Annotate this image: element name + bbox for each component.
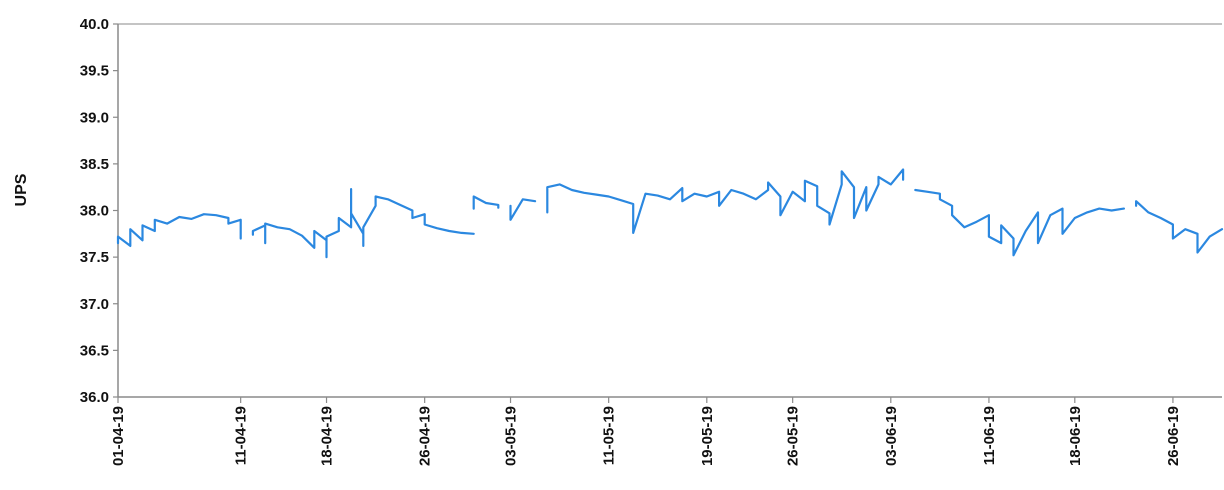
x-tick-label: 26-06-19 bbox=[1165, 406, 1182, 466]
x-tick-label: 11-06-19 bbox=[981, 406, 998, 465]
x-axis-ticks: 01-04-19 11-04-19 18-04-19 26-04-19 03-05-19… bbox=[110, 397, 1182, 466]
x-tick-label: 03-05-19 bbox=[503, 406, 520, 466]
y-tick-label: 36.0 bbox=[80, 389, 109, 406]
series-line-segment bbox=[251, 188, 475, 259]
x-tick-label: 19-05-19 bbox=[699, 406, 716, 466]
y-tick-label: 37.0 bbox=[80, 296, 109, 313]
x-tick-label: 11-05-19 bbox=[601, 406, 618, 465]
y-tick-label: 36.5 bbox=[80, 342, 109, 359]
x-tick-label: 18-06-19 bbox=[1067, 406, 1084, 466]
x-tick-label: 26-04-19 bbox=[417, 406, 434, 466]
series-line-segment bbox=[472, 195, 500, 210]
y-axis-title: UPS bbox=[13, 173, 30, 206]
y-tick-label: 37.5 bbox=[80, 249, 109, 266]
series-line-segment bbox=[509, 198, 537, 221]
series-line-segment bbox=[914, 188, 1125, 257]
x-tick-label: 18-04-19 bbox=[319, 406, 336, 466]
series-layer bbox=[116, 168, 1224, 259]
y-tick-label: 39.5 bbox=[80, 63, 109, 80]
y-tick-label: 38.5 bbox=[80, 156, 109, 173]
x-tick-label: 03-06-19 bbox=[883, 406, 900, 466]
series-line-segment bbox=[116, 213, 242, 247]
y-axis-ticks: 36.0 36.5 37.0 37.5 38.0 38.5 39.0 39.5 40.0 bbox=[80, 16, 118, 406]
x-tick-label: 26-05-19 bbox=[785, 406, 802, 466]
x-tick-label: 01-04-19 bbox=[110, 406, 127, 466]
x-tick-label: 11-04-19 bbox=[233, 406, 250, 465]
series-line-segment bbox=[546, 168, 905, 234]
y-tick-label: 38.0 bbox=[80, 203, 109, 220]
y-tick-label: 40.0 bbox=[80, 16, 109, 33]
series-line-segment bbox=[1135, 200, 1224, 254]
axes bbox=[117, 23, 1222, 398]
y-tick-label: 39.0 bbox=[80, 109, 109, 126]
